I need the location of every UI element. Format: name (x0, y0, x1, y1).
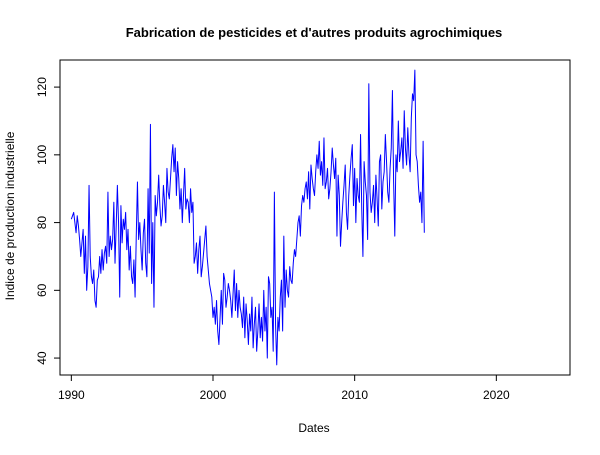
y-tick-label: 120 (35, 77, 49, 97)
y-tick-label: 40 (35, 351, 49, 365)
chart-title: Fabrication de pesticides et d'autres pr… (126, 25, 503, 40)
x-axis: 1990 2000 2010 2020 (58, 374, 510, 402)
y-tick-label: 60 (35, 283, 49, 297)
y-tick-label: 100 (35, 145, 49, 165)
x-axis-label: Dates (298, 421, 329, 435)
y-axis-label: Indice de production industrielle (3, 131, 17, 300)
y-axis: 40 60 80 100 120 (35, 77, 61, 365)
x-tick-label: 1990 (58, 388, 85, 402)
x-tick-label: 2000 (200, 388, 227, 402)
x-tick-label: 2010 (341, 388, 368, 402)
x-tick-label: 2020 (483, 388, 510, 402)
y-tick-label: 80 (35, 216, 49, 230)
data-series-line (70, 69, 425, 366)
